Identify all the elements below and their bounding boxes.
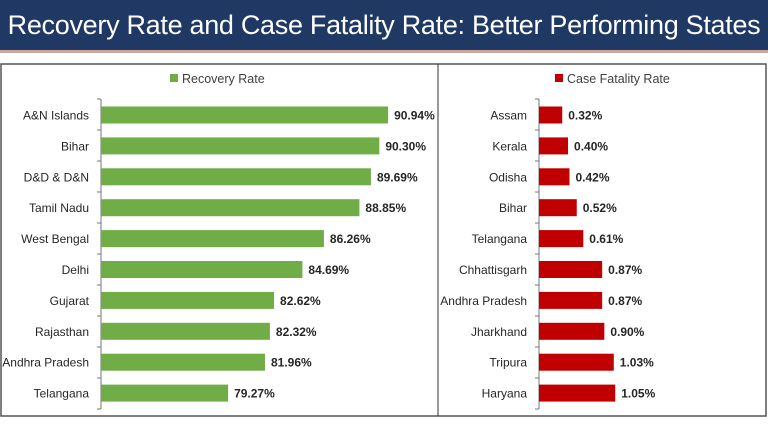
category-label: Haryana <box>482 387 528 401</box>
bar-rajasthan <box>101 322 270 340</box>
bar-tripura <box>539 353 614 371</box>
chart-frame <box>0 63 767 417</box>
bar-assam <box>539 106 563 124</box>
bar-andhra-pradesh <box>539 291 603 309</box>
legend-swatch <box>555 74 563 82</box>
category-label: D&D & D&N <box>24 170 89 184</box>
bar-a-n-islands <box>101 106 389 124</box>
data-label: 0.87% <box>608 294 642 308</box>
data-label: 88.85% <box>365 201 406 215</box>
bar-d-d-d-n <box>101 168 371 186</box>
bar-kerala <box>539 137 569 155</box>
bar-odisha <box>539 168 570 186</box>
category-label: Jharkhand <box>471 325 527 339</box>
category-label: Assam <box>490 109 527 123</box>
category-label: Chhattisgarh <box>459 263 527 277</box>
data-label: 0.90% <box>610 325 644 339</box>
category-label: Telangana <box>472 232 528 246</box>
data-label: 0.52% <box>583 201 617 215</box>
data-label: 79.27% <box>234 387 275 401</box>
data-label: 90.94% <box>394 109 435 123</box>
bar-haryana <box>539 384 616 402</box>
data-label: 0.40% <box>574 139 608 153</box>
category-label: Odisha <box>489 170 527 184</box>
page-title: Recovery Rate and Case Fatality Rate: Be… <box>7 10 761 40</box>
category-label: Bihar <box>499 201 527 215</box>
category-label: Kerala <box>492 139 527 153</box>
data-label: 0.61% <box>589 232 623 246</box>
data-label: 1.03% <box>620 356 654 370</box>
data-label: 0.42% <box>575 170 609 184</box>
bar-west-bengal <box>101 230 324 248</box>
category-label: Andhra Pradesh <box>440 294 527 308</box>
bar-telangana <box>101 384 229 402</box>
data-label: 90.30% <box>385 139 426 153</box>
data-label: 0.32% <box>568 109 602 123</box>
title-banner <box>0 0 768 53</box>
bar-andhra-pradesh <box>101 353 265 371</box>
data-label: 84.69% <box>308 263 349 277</box>
data-label: 81.96% <box>271 356 312 370</box>
bar-bihar <box>539 199 577 217</box>
category-label: West Bengal <box>21 232 89 246</box>
category-label: Bihar <box>61 139 89 153</box>
data-label: 89.69% <box>377 170 418 184</box>
category-label: Rajasthan <box>35 325 89 339</box>
bar-chhattisgarh <box>539 261 603 278</box>
legend-label: Recovery Rate <box>182 72 265 86</box>
data-label: 86.26% <box>330 232 371 246</box>
category-label: Andhra Pradesh <box>2 356 89 370</box>
category-label: A&N Islands <box>23 109 89 123</box>
category-label: Telangana <box>34 387 90 401</box>
data-label: 82.62% <box>280 294 321 308</box>
bar-delhi <box>101 261 303 278</box>
bar-tamil-nadu <box>101 199 360 217</box>
bar-jharkhand <box>539 322 605 340</box>
category-label: Tripura <box>489 356 527 370</box>
category-label: Delhi <box>62 263 89 277</box>
category-label: Gujarat <box>50 294 90 308</box>
data-label: 0.87% <box>608 263 642 277</box>
bar-gujarat <box>101 291 275 309</box>
legend-swatch <box>170 74 178 82</box>
data-label: 1.05% <box>621 387 655 401</box>
bar-telangana <box>539 230 584 248</box>
bar-bihar <box>101 137 380 155</box>
legend-label: Case Fatality Rate <box>567 72 670 86</box>
category-label: Tamil Nadu <box>29 201 89 215</box>
data-label: 82.32% <box>276 325 317 339</box>
